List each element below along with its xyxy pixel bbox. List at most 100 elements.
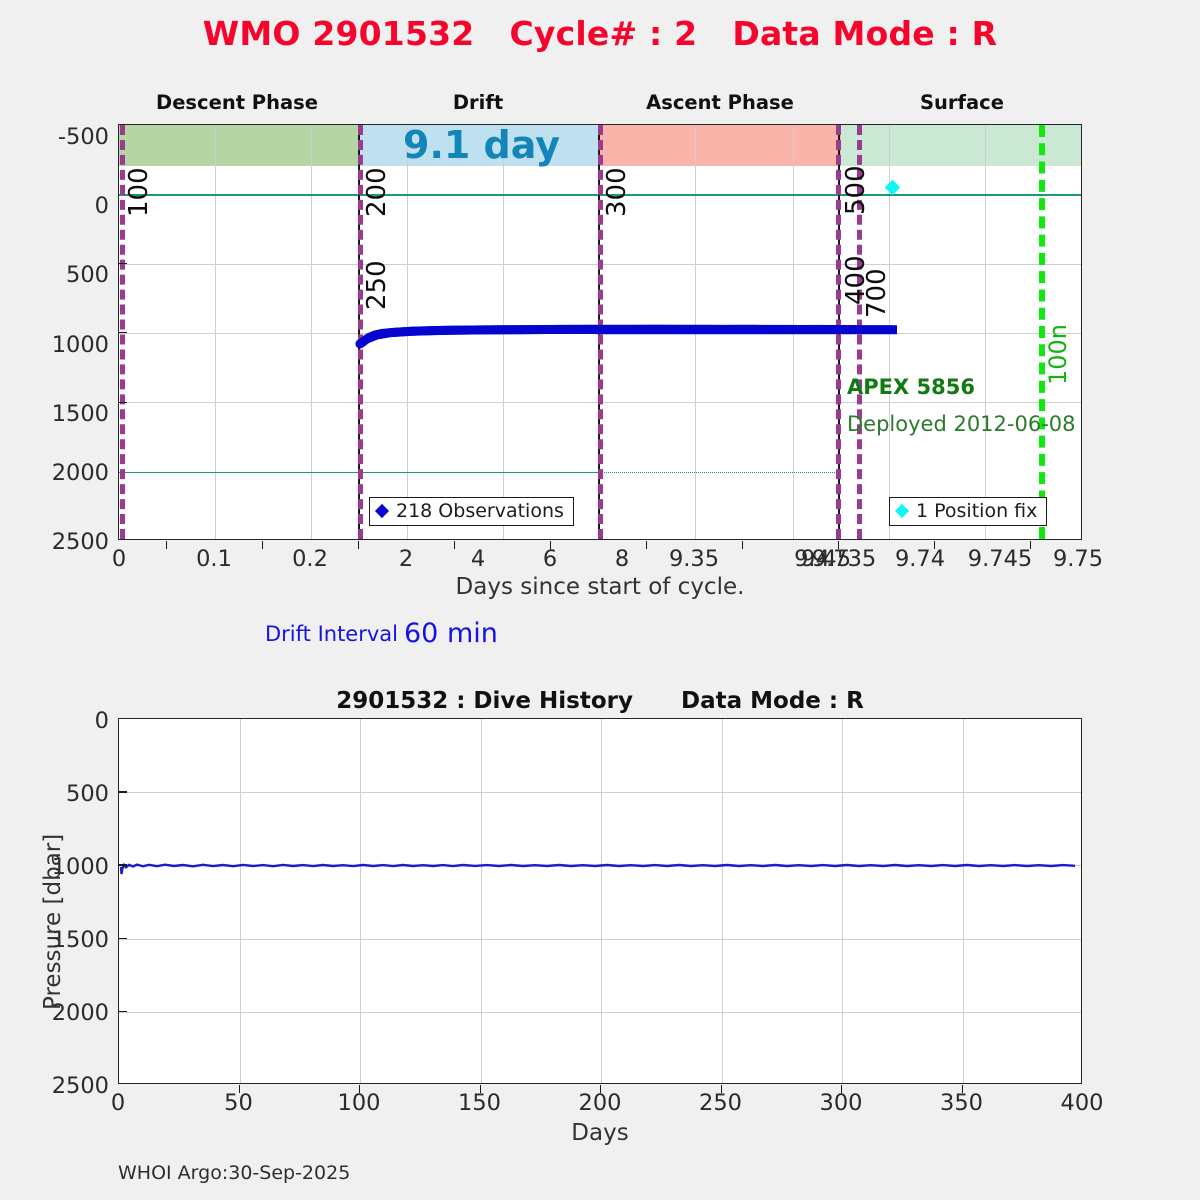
legend-observations: 218 Observations (369, 497, 574, 526)
xtick-label: 9.745 (967, 546, 1033, 572)
event-line-1000 (1039, 125, 1045, 539)
xtick-mark (600, 1085, 602, 1093)
legend-position-fix-label: 1 Position fix (916, 500, 1038, 522)
position-fix-marker (884, 179, 901, 196)
ytick-label: 2000 (51, 1000, 109, 1026)
gridline-v (601, 719, 602, 1083)
event-label-300: 300 (602, 167, 632, 217)
xtick-mark (961, 1085, 963, 1093)
gridline-h (119, 1011, 1081, 1013)
drift-interval-value: 60 min (404, 618, 498, 649)
phase-label-drift: Drift (452, 91, 504, 114)
xtick-mark (262, 541, 264, 549)
event-label-500: 500 (841, 165, 871, 215)
ytick-label: 1500 (51, 401, 109, 427)
xtick-mark (166, 541, 168, 549)
ytick-mark (118, 262, 127, 264)
gridline-v (721, 719, 723, 1083)
xtick-label: 8 (614, 546, 630, 572)
phase-label-descent: Descent Phase (156, 91, 318, 114)
ytick-label: 1000 (51, 332, 109, 358)
xtick-label: 9.74 (894, 546, 946, 572)
observation-marker-icon (374, 503, 390, 519)
ytick-label: 2000 (51, 460, 109, 486)
xtick-label: 9.4 (794, 546, 830, 572)
xaxis-label-top: Days since start of cycle. (455, 574, 745, 600)
legend-observations-label: 218 Observations (396, 500, 564, 522)
float-name: APEX 5856 (847, 375, 975, 399)
footer-credit: WHOI Argo:30-Sep-2025 (118, 1162, 351, 1184)
ytick-mark (118, 937, 127, 939)
ytick-label: 1000 (51, 854, 109, 880)
ytick-label: 500 (66, 262, 109, 288)
yaxis-label-bottom: Pressure [dbar] (40, 833, 66, 1010)
ytick-mark (118, 401, 127, 403)
xtick-label: 2 (398, 546, 414, 572)
xtick-label: 9.735 (811, 546, 877, 572)
xtick-mark (742, 541, 744, 549)
gridline-v (239, 719, 241, 1083)
xtick-label: 150 (458, 1090, 501, 1116)
xtick-mark (838, 541, 840, 549)
phase-band-surface (841, 125, 1081, 166)
xtick-mark (359, 1085, 361, 1093)
gridline-h (119, 792, 1081, 794)
xtick-label: 9.45 (800, 546, 852, 572)
xaxis-label-bottom: Days (571, 1120, 629, 1146)
gridline-h (119, 865, 1081, 867)
ytick-mark (118, 1010, 127, 1013)
dive-history-title: 2901532 : Dive History Data Mode : R (336, 688, 864, 714)
ytick-mark (118, 864, 127, 866)
ytick-label: 0 (94, 708, 109, 734)
gridline-v (215, 125, 216, 539)
event-label-200: 200 (362, 167, 392, 217)
event-label-1000: 100n (1044, 323, 1072, 385)
gridline-v (480, 719, 482, 1083)
xtick-label: 250 (699, 1090, 742, 1116)
ytick-label: 2500 (51, 529, 109, 555)
xtick-label: 4 (470, 546, 486, 572)
xtick-label: 200 (578, 1090, 622, 1116)
ytick-mark (118, 791, 127, 793)
gridline-v (793, 125, 794, 539)
phase-band-descent (119, 125, 359, 166)
ytick-label: 2500 (51, 1073, 109, 1099)
xtick-mark (934, 541, 936, 549)
gridline-v (311, 125, 312, 539)
ytick-label: 0 (94, 193, 109, 219)
phase-label-ascent: Ascent Phase (646, 91, 794, 114)
xtick-label: 300 (819, 1090, 863, 1116)
drift-duration-banner: 9.1 day (403, 125, 560, 167)
ytick-label: -500 (57, 124, 109, 150)
xtick-label: 0 (110, 1090, 126, 1116)
xtick-mark (238, 1085, 240, 1093)
gridline-v (503, 125, 504, 539)
legend-position-fix: 1 Position fix (889, 497, 1048, 526)
dive-history-chart (118, 718, 1082, 1084)
page-title: WMO 2901532 Cycle# : 2 Data Mode : R (202, 14, 998, 53)
gridline-v (695, 125, 696, 539)
float-deployed-date: Deployed 2012-06-08 (847, 412, 1076, 436)
xtick-mark (1030, 541, 1032, 549)
xtick-label: 0.1 (196, 546, 232, 572)
xtick-label: 9.35 (668, 546, 720, 572)
gridline-v (407, 125, 408, 539)
xtick-label: 9.75 (1052, 546, 1104, 572)
xtick-mark (479, 1085, 481, 1093)
ytick-label: 500 (66, 781, 109, 807)
phase-label-surface: Surface (920, 91, 1004, 114)
gridline-v (842, 719, 843, 1083)
xtick-mark (454, 541, 456, 549)
xtick-label: 0.2 (292, 546, 328, 572)
xtick-label: 100 (337, 1090, 381, 1116)
ytick-mark (118, 332, 127, 334)
reference-line-2000dbar-dotted (601, 471, 839, 473)
event-label-250: 250 (362, 260, 392, 310)
gridline-v (985, 125, 986, 539)
xtick-mark (646, 541, 648, 549)
phase-band-drift (359, 125, 599, 166)
gridline-v (962, 719, 964, 1083)
xtick-label: 6 (542, 546, 558, 572)
gridline-v (360, 719, 361, 1083)
position-fix-marker-icon (894, 503, 910, 519)
